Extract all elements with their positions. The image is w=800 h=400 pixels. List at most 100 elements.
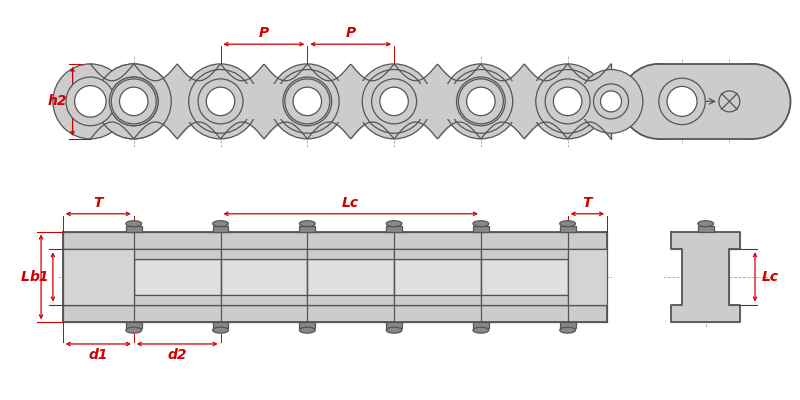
Ellipse shape [118,86,150,117]
Text: T: T [582,196,592,210]
Ellipse shape [473,327,489,333]
Ellipse shape [470,91,491,112]
Ellipse shape [658,78,706,125]
Ellipse shape [96,64,171,139]
Ellipse shape [118,86,150,117]
Bar [134,295,221,304]
Ellipse shape [66,77,114,126]
Bar [386,322,402,328]
Ellipse shape [386,327,402,333]
Bar [62,304,607,322]
Bar [394,295,481,304]
Ellipse shape [299,327,315,333]
Bar [134,249,221,259]
Bar [134,259,221,295]
Bar [126,226,142,232]
Bar [481,81,568,122]
Ellipse shape [203,84,238,119]
Ellipse shape [473,221,489,227]
Text: h2: h2 [47,94,66,108]
Bar [307,259,394,295]
Ellipse shape [560,221,575,227]
Bar [221,249,307,259]
Bar [62,232,607,249]
Bar [560,226,575,232]
Bar [221,295,307,304]
Ellipse shape [213,221,229,227]
Bar [394,249,481,259]
Ellipse shape [371,79,417,124]
Ellipse shape [550,84,585,119]
Ellipse shape [189,70,252,133]
Ellipse shape [290,84,325,119]
Bar [213,226,229,232]
Ellipse shape [698,221,714,227]
Ellipse shape [291,86,323,117]
Ellipse shape [74,86,106,117]
Ellipse shape [536,70,599,133]
Ellipse shape [293,87,322,116]
Polygon shape [671,232,740,322]
Ellipse shape [386,221,402,227]
Ellipse shape [443,64,518,139]
Ellipse shape [715,64,790,139]
Ellipse shape [362,70,426,133]
Text: d1: d1 [89,348,108,362]
Ellipse shape [370,77,418,126]
Ellipse shape [110,77,158,126]
Bar [560,322,575,328]
Bar [299,226,315,232]
Text: b1: b1 [30,270,49,284]
Bar [481,249,568,259]
Ellipse shape [560,327,575,333]
Ellipse shape [377,84,412,119]
Bar [568,84,611,119]
Ellipse shape [719,91,740,112]
Bar [386,226,402,232]
Ellipse shape [196,77,245,126]
Ellipse shape [579,70,643,133]
Ellipse shape [552,86,583,117]
Ellipse shape [601,91,622,112]
Bar [221,259,307,295]
Ellipse shape [465,86,497,117]
Text: L: L [21,270,30,284]
Text: P: P [259,26,269,40]
Ellipse shape [667,86,697,116]
Ellipse shape [554,87,582,116]
Ellipse shape [210,91,231,112]
Ellipse shape [463,84,498,119]
Ellipse shape [594,84,629,119]
Bar [394,84,481,119]
Text: T: T [94,196,103,210]
Bar [213,322,229,328]
Ellipse shape [285,79,330,124]
Ellipse shape [275,70,339,133]
Ellipse shape [545,79,590,124]
Ellipse shape [111,79,156,124]
Ellipse shape [96,64,171,139]
Ellipse shape [213,327,229,333]
Ellipse shape [110,77,158,126]
Ellipse shape [206,87,234,116]
Text: d2: d2 [167,348,187,362]
Ellipse shape [380,87,408,116]
Bar [698,226,714,232]
Ellipse shape [299,221,315,227]
Ellipse shape [383,91,405,112]
Bar [221,84,307,119]
Ellipse shape [198,79,243,124]
Ellipse shape [126,327,142,333]
Ellipse shape [53,64,128,139]
Bar [473,226,489,232]
Bar [568,249,607,304]
Bar [307,81,394,122]
Bar [90,81,134,122]
Ellipse shape [283,77,332,126]
Ellipse shape [119,87,148,116]
Bar [481,295,568,304]
Ellipse shape [557,91,578,112]
Ellipse shape [621,64,696,139]
Text: Lc: Lc [762,270,778,284]
Bar [481,259,568,295]
